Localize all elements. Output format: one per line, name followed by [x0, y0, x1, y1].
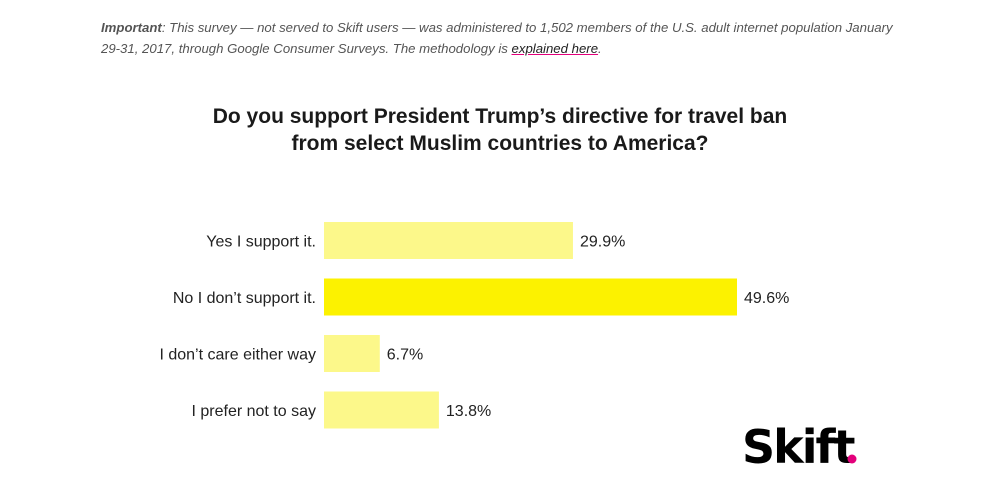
bar-1 — [324, 278, 737, 316]
logo-wordmark: Skift — [742, 420, 855, 471]
note-suffix: . — [598, 41, 602, 57]
bar-0 — [324, 222, 573, 259]
skift-logo: Skift — [742, 420, 857, 471]
chart-title: Do you support President Trump’s directi… — [140, 103, 860, 157]
chart-title-line-1: Do you support President Trump’s directi… — [212, 105, 788, 128]
category-label-0: Yes I support it. — [206, 234, 316, 251]
note-text: : This survey — not served to Skift user… — [101, 20, 893, 57]
value-label-0: 29.9% — [580, 234, 625, 251]
category-label-1: No I don’t support it. — [173, 290, 316, 307]
logo-dot-icon — [847, 454, 857, 464]
note-label: Important — [101, 20, 162, 36]
category-label-2: I don’t care either way — [159, 347, 316, 364]
bar-chart: Yes I support it. 29.9% No I don’t support… — [159, 222, 789, 429]
survey-methodology-note: Important: This survey — not served to S… — [101, 17, 901, 59]
bar-2 — [324, 335, 380, 372]
category-label-3: I prefer not to say — [191, 403, 316, 420]
value-label-3: 13.8% — [446, 403, 491, 420]
bar-3 — [324, 391, 439, 429]
value-label-2: 6.7% — [387, 347, 423, 364]
value-label-1: 49.6% — [744, 290, 789, 307]
methodology-link[interactable]: explained here — [511, 41, 599, 57]
chart-title-line-2: from select Muslim countries to America? — [291, 132, 709, 155]
